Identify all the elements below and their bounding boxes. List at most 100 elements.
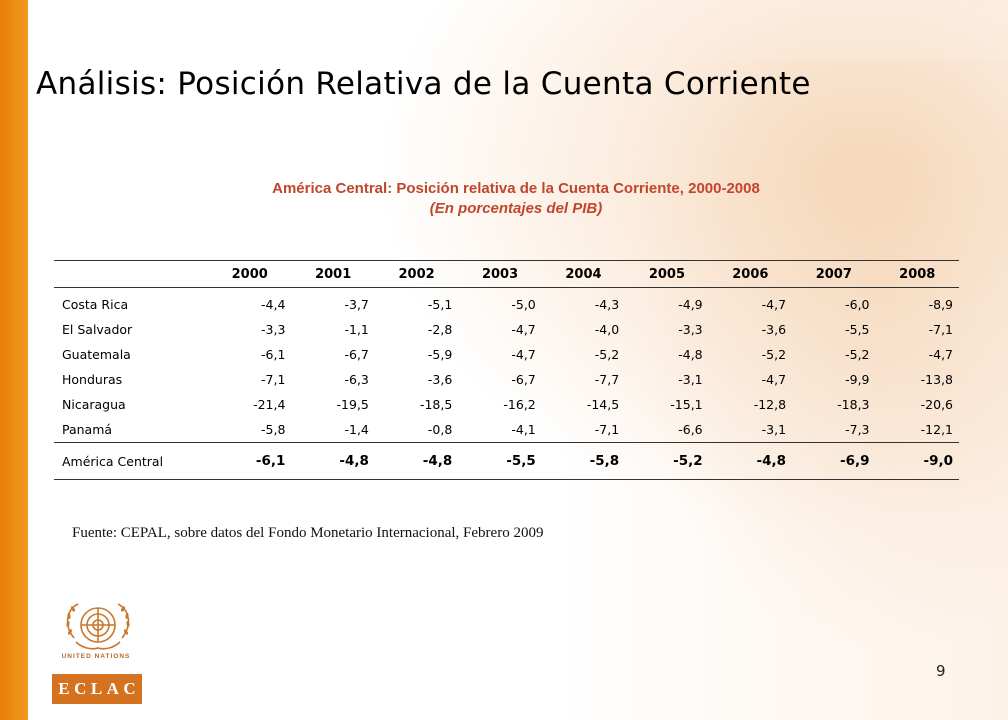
header-empty-cell bbox=[54, 260, 208, 288]
value-cell: -1,1 bbox=[344, 322, 369, 337]
year-header: 2000 bbox=[208, 260, 292, 288]
value-cell: -8,9 bbox=[928, 297, 953, 312]
value-cell: -4,0 bbox=[594, 322, 620, 337]
value-cell: -5,9 bbox=[427, 347, 453, 362]
value-cell: -4,7 bbox=[511, 347, 536, 362]
value-cell: -6,3 bbox=[344, 372, 369, 387]
year-header: 2004 bbox=[541, 260, 626, 288]
value-cell: -4,9 bbox=[678, 297, 703, 312]
value-cell: -9,0 bbox=[875, 442, 959, 480]
table-row: Nicaragua -21,4 -19,5 -18,5 -16,2 -14,5 -15,1 -… bbox=[54, 392, 959, 417]
value-cell: -5,8 bbox=[541, 442, 626, 480]
year-header: 2001 bbox=[291, 260, 375, 288]
country-label: Panamá bbox=[62, 422, 113, 437]
value-cell: -5,1 bbox=[427, 297, 453, 312]
value-cell: -5,2 bbox=[594, 347, 620, 362]
value-cell: -5,0 bbox=[511, 297, 536, 312]
value-cell: -21,4 bbox=[253, 397, 286, 412]
country-label: El Salvador bbox=[62, 322, 133, 337]
value-cell: -20,6 bbox=[920, 397, 953, 412]
value-cell: -13,8 bbox=[920, 372, 953, 387]
table-header-row: 2000 2001 2002 2003 2004 2005 2006 2007 2008 bbox=[54, 260, 959, 288]
value-cell: -7,1 bbox=[928, 322, 953, 337]
value-cell: -6,7 bbox=[344, 347, 369, 362]
value-cell: -18,5 bbox=[419, 397, 453, 412]
value-cell: -16,2 bbox=[503, 397, 536, 412]
value-cell: -3,6 bbox=[761, 322, 787, 337]
un-org-name: UNITED NATIONS bbox=[61, 653, 131, 660]
value-cell: -2,8 bbox=[427, 322, 453, 337]
value-cell: -6,1 bbox=[261, 347, 286, 362]
value-cell: -7,7 bbox=[594, 372, 620, 387]
eclac-letter: C bbox=[74, 679, 87, 698]
page-number: 9 bbox=[936, 662, 946, 680]
value-cell: -6,7 bbox=[511, 372, 536, 387]
value-cell: -3,1 bbox=[761, 422, 787, 437]
current-account-table: 2000 2001 2002 2003 2004 2005 2006 2007 2008 Cos… bbox=[54, 260, 959, 480]
eclac-letter: A bbox=[106, 679, 119, 698]
value-cell: -19,5 bbox=[336, 397, 369, 412]
value-cell: -4,7 bbox=[761, 297, 787, 312]
eclac-letter: L bbox=[90, 679, 103, 698]
left-accent-bar bbox=[0, 0, 28, 720]
value-cell: -4,3 bbox=[594, 297, 620, 312]
value-cell: -4,8 bbox=[374, 442, 459, 480]
value-cell: -3,1 bbox=[678, 372, 703, 387]
value-cell: -1,4 bbox=[344, 422, 369, 437]
value-cell: -4,4 bbox=[261, 297, 286, 312]
table-row: Honduras -7,1 -6,3 -3,6 -6,7 -7,7 -3,1 -4,7 -9,9… bbox=[54, 367, 959, 392]
value-cell: -7,1 bbox=[261, 372, 286, 387]
country-label: Nicaragua bbox=[62, 397, 126, 412]
table-heading: América Central: Posición relativa de la… bbox=[100, 179, 932, 219]
table-title: América Central: Posición relativa de la… bbox=[272, 180, 760, 197]
country-label: América Central bbox=[54, 442, 208, 480]
value-cell: -3,3 bbox=[678, 322, 703, 337]
value-cell: -14,5 bbox=[586, 397, 620, 412]
value-cell: -5,8 bbox=[261, 422, 286, 437]
year-header: 2008 bbox=[875, 260, 959, 288]
value-cell: -4,7 bbox=[511, 322, 536, 337]
eclac-letter: E bbox=[58, 679, 70, 698]
value-cell: -9,9 bbox=[845, 372, 870, 387]
value-cell: -3,7 bbox=[344, 297, 369, 312]
value-cell: -18,3 bbox=[837, 397, 870, 412]
value-cell: -5,5 bbox=[458, 442, 542, 480]
value-cell: -6,6 bbox=[678, 422, 703, 437]
value-cell: -0,8 bbox=[427, 422, 453, 437]
value-cell: -3,3 bbox=[261, 322, 286, 337]
total-row: América Central -6,1 -4,8 -4,8 -5,5 -5,8 -5,2-… bbox=[54, 442, 959, 480]
table-subtitle: (En porcentajes del PIB) bbox=[429, 200, 603, 217]
value-cell: -15,1 bbox=[670, 397, 703, 412]
eclac-letter: C bbox=[123, 679, 136, 698]
value-cell: -7,3 bbox=[845, 422, 870, 437]
value-cell: -12,8 bbox=[753, 397, 787, 412]
un-emblem-icon bbox=[66, 603, 130, 650]
year-header: 2006 bbox=[708, 260, 793, 288]
value-cell: -5,2 bbox=[761, 347, 787, 362]
value-cell: -5,2 bbox=[845, 347, 870, 362]
value-cell: -4,8 bbox=[291, 442, 375, 480]
value-cell: -4,8 bbox=[708, 442, 793, 480]
value-cell: -4,7 bbox=[928, 347, 953, 362]
year-header: 2002 bbox=[374, 260, 459, 288]
value-cell: -3,6 bbox=[427, 372, 453, 387]
value-cell: -6,0 bbox=[845, 297, 870, 312]
value-cell: -6,9 bbox=[792, 442, 876, 480]
country-label: Honduras bbox=[62, 372, 123, 387]
value-cell: -12,1 bbox=[920, 422, 953, 437]
table-row: Costa Rica -4,4 -3,7 -5,1 -5,0 -4,3 -4,9 -4,7 -6… bbox=[54, 288, 959, 318]
table-row: El Salvador -3,3 -1,1 -2,8 -4,7 -4,0 -3,3 -3,6 -… bbox=[54, 317, 959, 342]
background-decoration bbox=[628, 60, 1008, 660]
value-cell: -4,7 bbox=[761, 372, 787, 387]
table-body: Costa Rica -4,4 -3,7 -5,1 -5,0 -4,3 -4,9 -4,7 -6… bbox=[54, 288, 959, 480]
value-cell: -4,8 bbox=[678, 347, 703, 362]
value-cell: -7,1 bbox=[594, 422, 620, 437]
country-label: Costa Rica bbox=[62, 297, 129, 312]
value-cell: -6,1 bbox=[208, 442, 292, 480]
value-cell: -4,1 bbox=[511, 422, 536, 437]
slide-title: Análisis: Posición Relativa de la Cuenta… bbox=[36, 66, 811, 102]
year-header: 2005 bbox=[625, 260, 709, 288]
country-label: Guatemala bbox=[62, 347, 131, 362]
value-cell: -5,2 bbox=[625, 442, 709, 480]
